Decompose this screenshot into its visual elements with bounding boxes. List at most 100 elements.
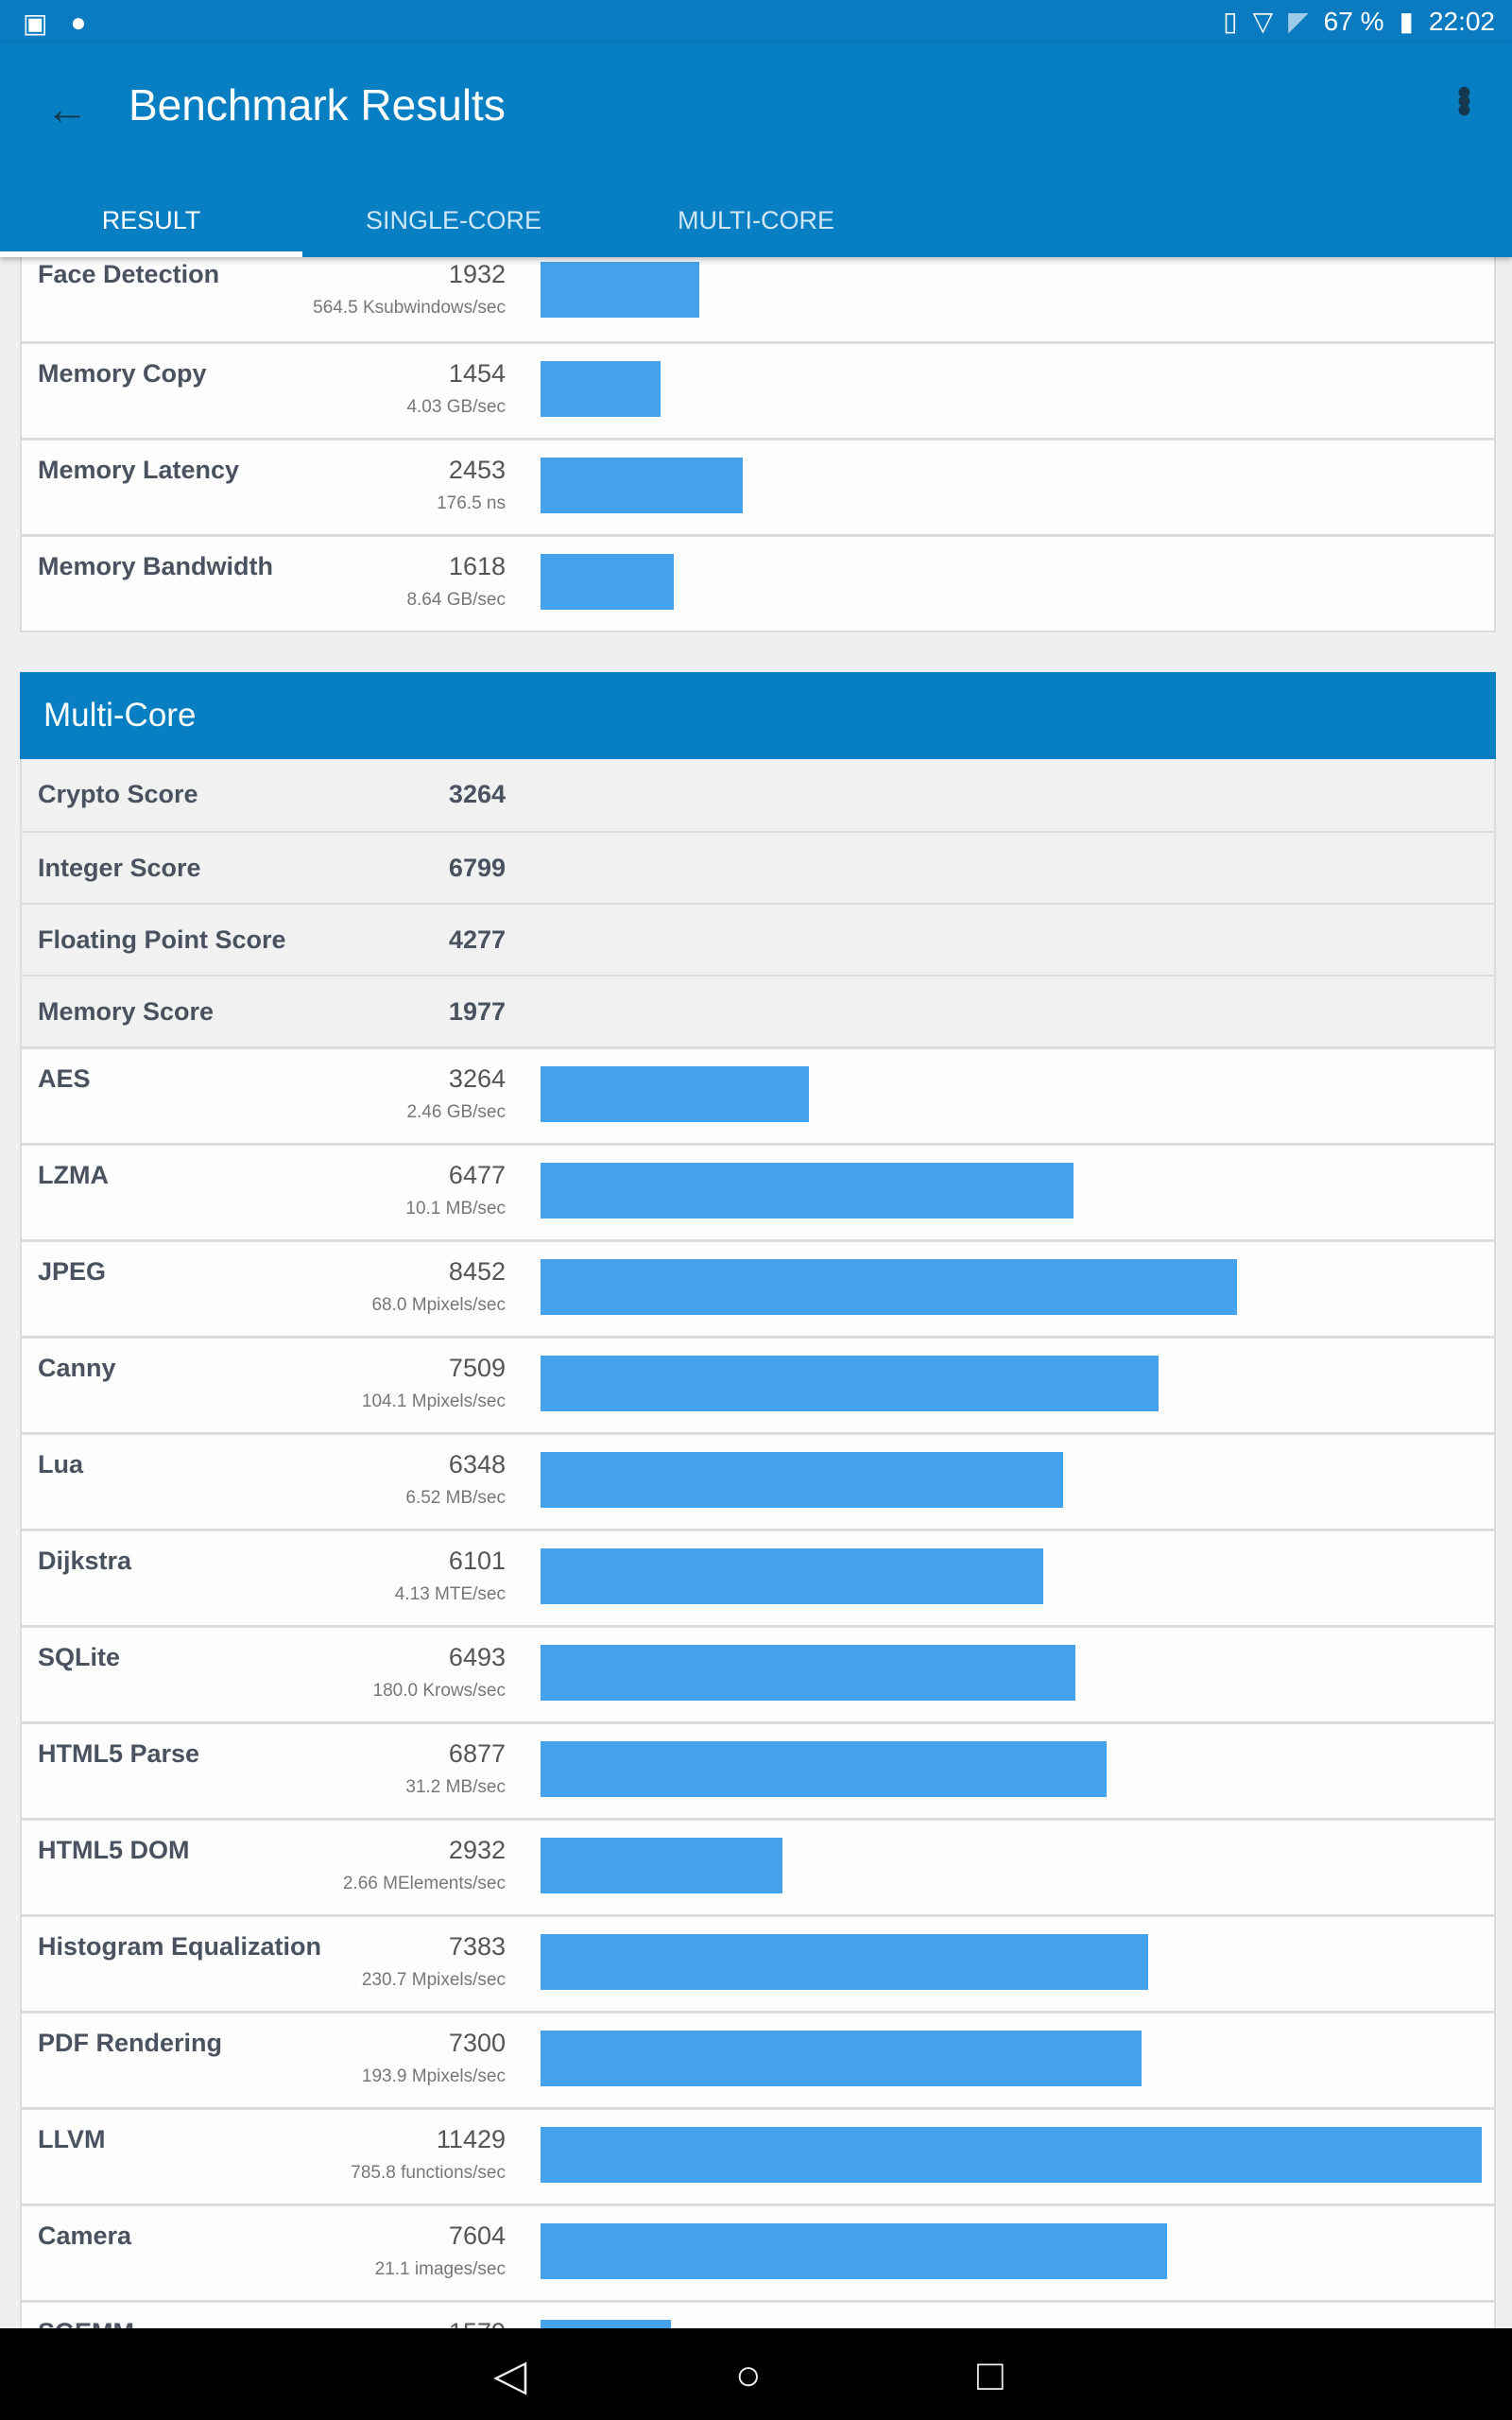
score-bar (541, 1838, 782, 1893)
benchmark-row: Histogram Equalization 7383 230.7 Mpixels/… (22, 1914, 1494, 2011)
benchmark-rate: 180.0 Krows/sec (372, 1681, 506, 1701)
benchmark-row: SQLite 6493 180.0 Krows/sec (22, 1625, 1494, 1721)
more-options-icon[interactable]: ••• (1441, 85, 1487, 112)
benchmark-rate: 8.64 GB/sec (406, 590, 506, 610)
benchmark-name: HTML5 DOM (38, 1836, 190, 1864)
benchmark-score: 7509 (448, 1354, 506, 1382)
benchmark-row: AES 3264 2.46 GB/sec (22, 1046, 1494, 1143)
benchmark-rate: 564.5 Ksubwindows/sec (313, 298, 506, 318)
summary-name: Crypto Score (38, 780, 198, 808)
benchmark-name: Face Detection (38, 260, 220, 288)
benchmark-row: LZMA 6477 10.1 MB/sec (22, 1143, 1494, 1239)
score-bar (541, 1259, 1237, 1315)
benchmark-row: HTML5 DOM 2932 2.66 MElements/sec (22, 1818, 1494, 1914)
benchmark-name: Camera (38, 2221, 132, 2250)
benchmark-name: Lua (38, 1450, 84, 1478)
benchmark-rate: 10.1 MB/sec (405, 1199, 506, 1219)
image-icon: ▣ (23, 9, 48, 38)
score-bar (541, 1934, 1149, 1990)
benchmark-row: Memory Bandwidth 1618 8.64 GB/sec (22, 534, 1494, 631)
score-bar (541, 2223, 1167, 2279)
summary-name: Memory Score (38, 997, 215, 1026)
benchmark-score: 1618 (448, 552, 506, 580)
benchmark-rate: 2.66 MElements/sec (342, 1874, 506, 1893)
multi-core-card: Crypto Score 3264 Integer Score 6799 Floatin… (20, 759, 1496, 2398)
vibrate-icon: ▯ (1223, 7, 1238, 36)
score-bar (541, 458, 743, 513)
benchmark-row: Face Detection 1932 564.5 Ksubwindows/sec (22, 245, 1494, 341)
benchmark-score: 8452 (448, 1257, 506, 1286)
summary-score-row: Integer Score 6799 (22, 831, 1494, 903)
benchmark-row: Memory Latency 2453 176.5 ns (22, 438, 1494, 534)
back-arrow-icon[interactable]: ← (45, 84, 89, 133)
benchmark-rate: 230.7 Mpixels/sec (361, 1970, 506, 1990)
summary-score: 6799 (448, 854, 506, 882)
benchmark-row: Camera 7604 21.1 images/sec (22, 2204, 1494, 2300)
score-bar (541, 2127, 1482, 2183)
benchmark-name: LZMA (38, 1161, 109, 1189)
benchmark-rate: 104.1 Mpixels/sec (361, 1392, 506, 1411)
benchmark-row: Memory Copy 1454 4.03 GB/sec (22, 341, 1494, 438)
score-bar (541, 554, 674, 610)
page-title: Benchmark Results (129, 80, 506, 130)
benchmark-score: 1932 (448, 260, 506, 288)
benchmark-rate: 31.2 MB/sec (405, 1777, 506, 1797)
benchmark-score: 3264 (448, 1064, 506, 1093)
results-list[interactable]: Face Detection 1932 564.5 Ksubwindows/sec M… (20, 245, 1496, 2398)
benchmark-score: 2932 (448, 1836, 506, 1864)
benchmark-row: Lua 6348 6.52 MB/sec (22, 1432, 1494, 1529)
multi-core-header: Multi-Core (20, 672, 1496, 759)
tab-multi-core[interactable]: MULTI-CORE (678, 206, 834, 234)
benchmark-row: PDF Rendering 7300 193.9 Mpixels/sec (22, 2011, 1494, 2107)
score-bar (541, 2031, 1143, 2086)
summary-name: Integer Score (38, 854, 201, 882)
benchmark-rate: 785.8 functions/sec (351, 2163, 506, 2183)
benchmark-name: Memory Bandwidth (38, 552, 274, 580)
score-bar (541, 1548, 1043, 1604)
tab-single-core[interactable]: SINGLE-CORE (365, 206, 542, 234)
summary-score-row: Floating Point Score 4277 (22, 903, 1494, 975)
score-bar (541, 1356, 1160, 1411)
benchmark-name: Canny (38, 1354, 116, 1382)
navigation-bar: ◁ ○ □ (0, 2328, 1512, 2420)
benchmark-score: 6877 (448, 1739, 506, 1768)
summary-score-row: Crypto Score 3264 (22, 759, 1494, 831)
benchmark-name: Memory Latency (38, 456, 240, 484)
battery-percent: 67 % (1323, 6, 1384, 36)
benchmark-rate: 68.0 Mpixels/sec (371, 1295, 506, 1315)
benchmark-name: Memory Copy (38, 359, 207, 388)
benchmark-score: 7604 (448, 2221, 506, 2250)
benchmark-rate: 193.9 Mpixels/sec (361, 2066, 506, 2086)
benchmark-name: LLVM (38, 2125, 106, 2153)
nav-recents-icon[interactable]: □ (977, 2350, 1004, 2399)
benchmark-row: Canny 7509 104.1 Mpixels/sec (22, 1336, 1494, 1432)
benchmark-score: 2453 (448, 456, 506, 484)
score-bar (541, 262, 700, 318)
clock: 22:02 (1428, 6, 1495, 36)
nav-home-icon[interactable]: ○ (735, 2350, 762, 2399)
nav-back-icon[interactable]: ◁ (493, 2350, 527, 2399)
battery-icon: ▮ (1399, 7, 1414, 36)
benchmark-score: 6493 (448, 1643, 506, 1671)
status-bar: ▣ ● ▯ ▽ ◤ 67 % ▮ 22:02 (0, 0, 1512, 43)
benchmark-name: Dijkstra (38, 1547, 132, 1575)
benchmark-row: HTML5 Parse 6877 31.2 MB/sec (22, 1721, 1494, 1818)
benchmark-rate: 4.03 GB/sec (406, 397, 506, 417)
benchmark-name: HTML5 Parse (38, 1739, 200, 1768)
benchmark-name: JPEG (38, 1257, 107, 1286)
summary-score: 4277 (448, 925, 506, 954)
benchmark-row: Dijkstra 6101 4.13 MTE/sec (22, 1529, 1494, 1625)
score-bar (541, 1163, 1074, 1219)
benchmark-name: SQLite (38, 1643, 121, 1671)
benchmark-name: AES (38, 1064, 91, 1093)
score-bar (541, 361, 661, 417)
benchmark-row: JPEG 8452 68.0 Mpixels/sec (22, 1239, 1494, 1336)
benchmark-rate: 6.52 MB/sec (405, 1488, 506, 1508)
benchmark-name: Histogram Equalization (38, 1932, 322, 1961)
tab-result[interactable]: RESULT (0, 195, 302, 257)
benchmark-rate: 176.5 ns (437, 493, 506, 513)
score-bar (541, 1452, 1064, 1508)
summary-score-row: Memory Score 1977 (22, 975, 1494, 1046)
benchmark-rate: 21.1 images/sec (374, 2259, 506, 2279)
benchmark-rate: 4.13 MTE/sec (394, 1584, 506, 1604)
